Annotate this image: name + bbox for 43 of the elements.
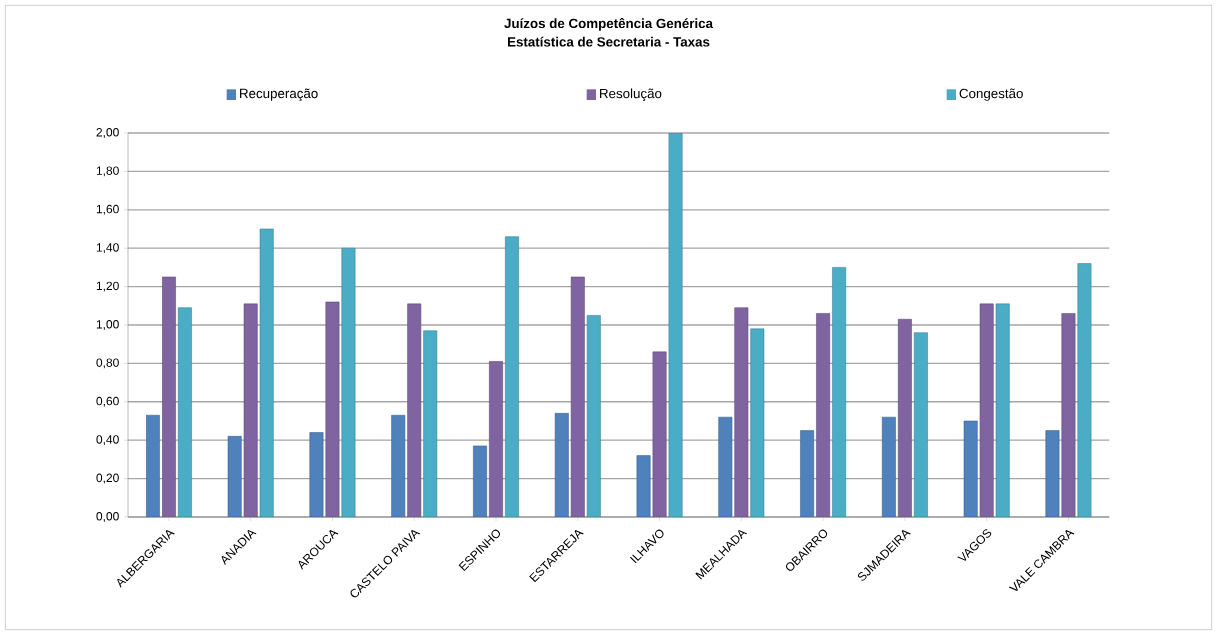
bar [554,413,569,517]
y-tick-label: 0,60 [96,396,119,407]
chart-subtitle: Estatística de Secretaria - Taxas [508,36,710,47]
y-tick-label: 0,00 [96,512,119,522]
bar [407,303,422,517]
legend-label: Resolução [600,88,662,101]
bar [473,445,487,517]
y-tick-label: 1,00 [96,320,119,330]
chart-title: Juízos de Competência Genérica [504,18,714,31]
legend-label: Congestão [959,88,1023,101]
y-tick-label: 0,40 [96,435,119,446]
bar [505,236,519,517]
y-tick-label: 1,20 [96,281,119,292]
y-tick-label: 1,40 [96,243,119,254]
bar [391,414,406,517]
bar [489,361,503,517]
bar [325,301,340,517]
y-tick-label: 2,00 [96,128,119,138]
bar [161,276,176,517]
bar [963,420,978,517]
y-tick-label: 0,20 [96,473,119,484]
bar [881,416,896,517]
bar [979,303,994,517]
bar [636,455,651,517]
bar [800,430,815,517]
bar [652,351,667,517]
bar [145,414,160,517]
bar [1045,430,1060,517]
bar [897,318,912,517]
bar [668,132,683,517]
legend-label: Recuperação [240,88,318,101]
bar [816,313,831,517]
y-tick-label: 0,80 [96,358,119,369]
bar [1061,313,1076,517]
bar [718,416,733,517]
bar [227,436,242,517]
bar [570,276,585,517]
y-tick-label: 1,80 [96,166,119,177]
bar [1077,263,1092,517]
bar [243,303,258,517]
bar [309,432,324,517]
y-tick-label: 1,60 [96,204,119,215]
bar [734,307,749,517]
